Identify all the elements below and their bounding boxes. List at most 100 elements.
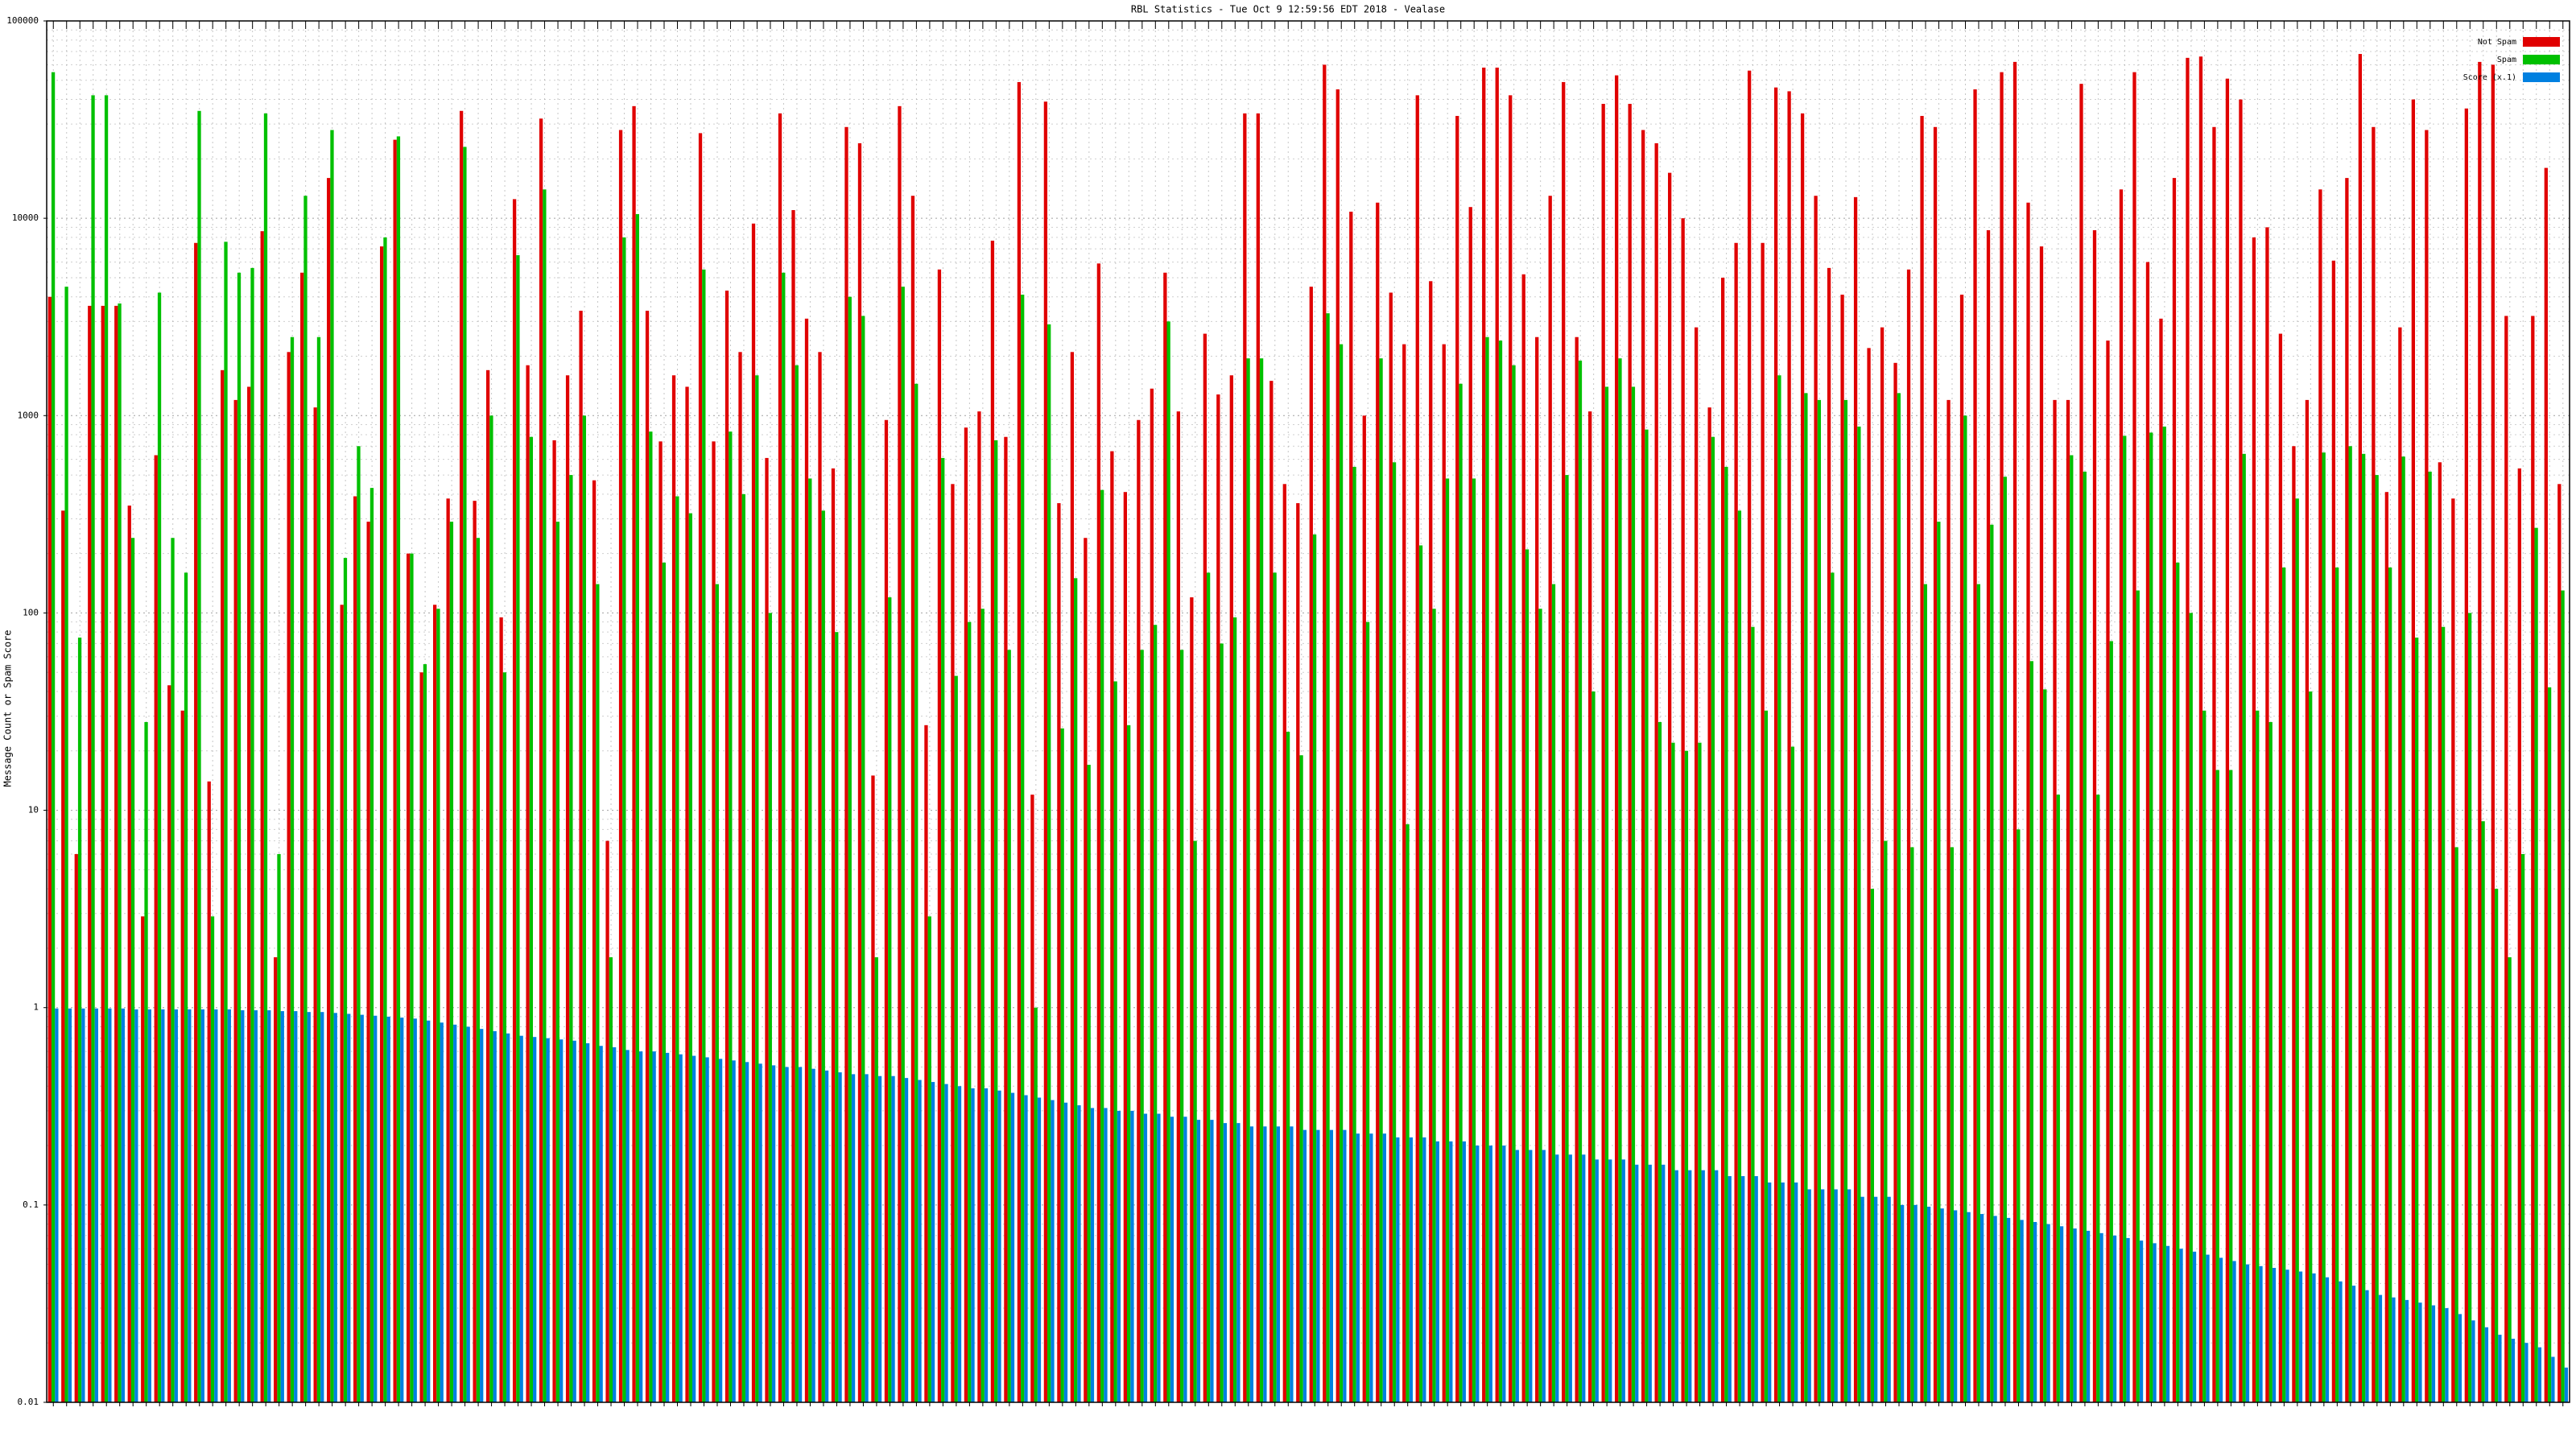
bar: [1568, 1154, 1572, 1402]
bar: [267, 1009, 271, 1402]
bar: [1435, 1141, 1439, 1402]
bar: [718, 1059, 723, 1402]
bar: [1754, 1176, 1758, 1402]
bar: [2215, 770, 2219, 1402]
bar: [2256, 710, 2260, 1402]
bar: [1442, 344, 1446, 1402]
bar: [499, 617, 503, 1402]
bar: [1043, 101, 1048, 1403]
bar: [1379, 358, 1383, 1402]
bar: [2428, 471, 2432, 1402]
bar: [1897, 393, 1901, 1403]
bar: [2006, 1217, 2011, 1402]
bar: [997, 1090, 1001, 1402]
bar: [250, 267, 254, 1402]
bar: [330, 130, 334, 1402]
bar: [665, 1052, 670, 1402]
bar: [1707, 407, 1711, 1403]
bar: [1694, 327, 1699, 1403]
bar: [572, 1040, 576, 1402]
bar: [2362, 453, 2366, 1402]
bar: [2149, 432, 2153, 1403]
bar: [2508, 957, 2512, 1402]
bar: [715, 584, 719, 1402]
bar: [55, 1008, 59, 1402]
bar: [2083, 471, 2087, 1402]
bar: [1084, 538, 1088, 1403]
legend-swatch: [2523, 55, 2560, 64]
bar: [1711, 436, 1715, 1402]
bar: [1946, 399, 1951, 1402]
bar: [2524, 1343, 2529, 1402]
bar: [2202, 710, 2207, 1402]
bar: [237, 272, 242, 1403]
bar: [459, 110, 464, 1403]
bar: [519, 1035, 523, 1402]
bar: [625, 1050, 630, 1402]
bar: [64, 287, 68, 1403]
bar: [632, 105, 636, 1402]
bar: [2322, 452, 2326, 1402]
bar: [343, 558, 348, 1402]
bar: [622, 237, 626, 1402]
bar: [2013, 61, 2017, 1403]
bar: [1538, 609, 1542, 1402]
bar: [294, 1011, 298, 1402]
bar: [1096, 263, 1101, 1402]
bar: [1887, 1196, 1891, 1402]
bar: [241, 1009, 245, 1402]
bar: [2126, 1237, 2130, 1402]
bar: [1422, 1137, 1426, 1402]
bar: [224, 242, 228, 1402]
bar: [1976, 584, 1980, 1402]
bar: [161, 1009, 165, 1402]
bar: [1376, 202, 1380, 1402]
bar: [1060, 728, 1064, 1402]
bar: [340, 605, 344, 1402]
bar: [1369, 1133, 1373, 1402]
bar: [512, 199, 517, 1402]
y-tick-label: 10000: [12, 213, 39, 223]
bar: [884, 419, 889, 1403]
bar: [410, 553, 414, 1402]
bar: [2358, 54, 2363, 1403]
bar: [1990, 524, 1994, 1402]
bar: [1535, 336, 1539, 1403]
bar: [751, 223, 756, 1403]
bar: [1591, 691, 1596, 1402]
bar: [184, 572, 188, 1402]
bar: [968, 621, 972, 1402]
bar: [1831, 572, 1835, 1402]
bar: [1827, 267, 1831, 1402]
bar: [1462, 1141, 1466, 1402]
bar: [904, 1078, 909, 1402]
y-tick-label: 0.1: [23, 1199, 39, 1210]
bar: [1246, 358, 1250, 1402]
bar: [2517, 468, 2521, 1402]
bar: [263, 113, 268, 1402]
bar: [1621, 1159, 1625, 1402]
bar: [1628, 104, 1632, 1402]
bar: [758, 1063, 762, 1402]
bar: [1063, 1102, 1068, 1402]
bar: [74, 853, 78, 1402]
bar: [1843, 399, 1848, 1402]
bar: [1906, 269, 1911, 1403]
bar: [1555, 1154, 1559, 1402]
bar: [874, 957, 878, 1402]
bar: [1870, 889, 1875, 1402]
bar: [1117, 1110, 1121, 1402]
bar: [313, 407, 317, 1403]
bar: [1392, 462, 1397, 1402]
bar: [1418, 545, 1423, 1402]
bar: [592, 480, 597, 1402]
bar: [1548, 196, 1552, 1403]
bar: [596, 584, 600, 1402]
bar: [2099, 1232, 2103, 1402]
bar: [1123, 492, 1128, 1402]
bar: [2534, 527, 2538, 1402]
bar: [2179, 1249, 2183, 1402]
bar: [1203, 333, 1207, 1402]
bar: [91, 95, 95, 1402]
bar: [2531, 316, 2535, 1403]
